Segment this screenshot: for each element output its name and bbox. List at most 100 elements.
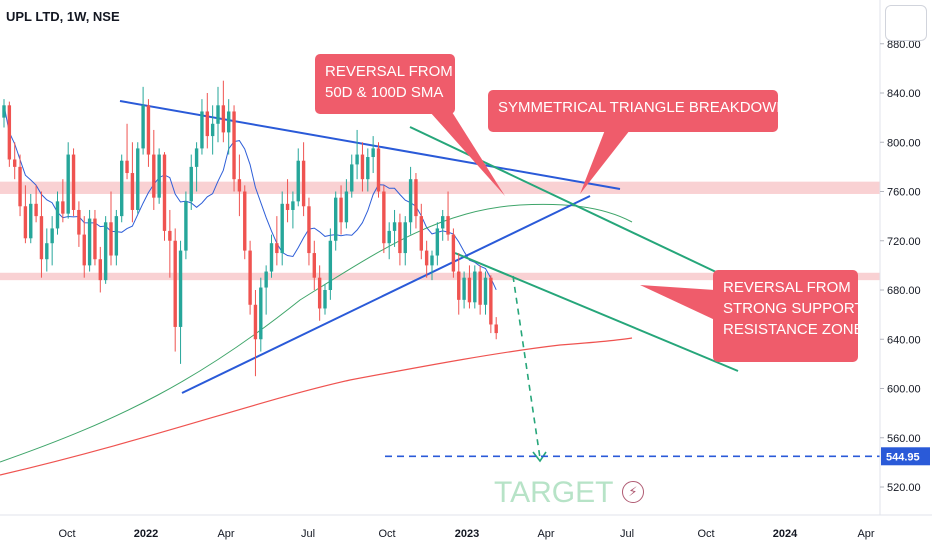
projection-arrowhead	[532, 451, 547, 463]
x-tick-label: Oct	[378, 528, 395, 540]
candle-body	[387, 230, 391, 244]
candle-body	[435, 228, 440, 256]
price-axis: 880.00 840.00 800.00 760.00 720.00 680.00 640.…	[879, 0, 930, 515]
x-tick-label: 2024	[773, 528, 798, 540]
candle-body	[162, 154, 167, 231]
reversal-zone-callout-text: REVERSAL FROM	[723, 279, 851, 296]
candle-body	[93, 218, 97, 260]
candle-body	[178, 250, 183, 327]
x-tick-label: Apr	[537, 528, 554, 540]
reversal-sma-callout-text: REVERSAL FROM	[325, 63, 453, 80]
candle-body	[221, 105, 226, 133]
candle-body	[403, 222, 407, 254]
candle-body	[392, 222, 397, 231]
projection-line	[512, 275, 541, 459]
candle-body	[328, 240, 333, 290]
triangle-callout-text: SYMMETRICAL TRIANGLE BREAKDOWN	[498, 99, 787, 116]
candle-body	[82, 234, 86, 266]
x-tick-label: Apr	[217, 528, 234, 540]
x-tick-label: Jul	[301, 528, 315, 540]
candle-body	[232, 111, 236, 180]
y-tick-label: 600.00	[887, 384, 921, 396]
candle-body	[414, 179, 418, 217]
candle-body	[125, 160, 129, 174]
last-price-tag	[881, 447, 930, 466]
candle-body	[29, 203, 33, 239]
y-tick-label: 840.00	[887, 88, 921, 100]
candle-body	[350, 164, 354, 192]
chart-settings-button[interactable]	[885, 5, 927, 41]
candle-body	[71, 154, 76, 210]
lightning-icon[interactable]: ⚡	[622, 481, 644, 503]
y-tick-label: 800.00	[887, 137, 921, 149]
x-tick-label: Oct	[697, 528, 714, 540]
x-tick-label: Apr	[857, 528, 874, 540]
sma-200-line	[0, 337, 633, 476]
candle-body	[264, 271, 268, 288]
candle-body	[61, 201, 65, 214]
x-tick-label: 2023	[455, 528, 479, 540]
candle-body	[39, 216, 44, 260]
candle-body	[462, 277, 466, 300]
candle-body	[200, 111, 204, 149]
candle-body	[312, 253, 316, 278]
candle-body	[307, 206, 311, 254]
candle-body	[237, 179, 242, 192]
y-tick-label: 680.00	[887, 285, 921, 297]
triangle-callout-pointer	[580, 130, 630, 194]
candle-body	[98, 259, 102, 281]
candle-body	[77, 209, 81, 235]
candle-body	[285, 203, 290, 210]
triangle-lower-line	[181, 195, 591, 394]
candle-body	[55, 201, 60, 229]
candle-series	[2, 80, 498, 377]
candle-body	[66, 154, 70, 214]
x-tick-label: 2022	[134, 528, 158, 540]
candle-body	[371, 148, 375, 158]
candle-body	[157, 154, 161, 198]
candle-body	[114, 216, 119, 256]
candle-body	[248, 250, 252, 305]
candle-body	[152, 154, 156, 198]
sma-50-line	[3, 105, 497, 291]
candle-body	[2, 105, 6, 118]
candle-body	[269, 243, 274, 272]
candle-body	[184, 201, 188, 251]
reversal-zone-callout-box	[713, 270, 858, 362]
candle-body	[317, 277, 322, 309]
candle-body	[189, 166, 193, 202]
candle-body	[360, 154, 365, 180]
annotations: REVERSAL FROM 50D & 100D SMA SYMMETRICAL T…	[315, 54, 868, 509]
candle-body	[109, 222, 113, 256]
candle-body	[334, 197, 338, 241]
candle-body	[430, 255, 434, 266]
candle-body	[194, 148, 199, 167]
candle-body	[253, 304, 258, 340]
support-resistance-zones	[0, 181, 880, 281]
candle-body	[478, 271, 482, 305]
candle-body	[408, 179, 413, 223]
moving-averages	[0, 105, 633, 476]
reversal-sma-callout-pointer	[430, 112, 505, 196]
candle-body	[45, 243, 49, 260]
candle-body	[344, 191, 349, 223]
triangle-callout-box	[488, 90, 778, 132]
reversal-sma-callout-box	[315, 54, 455, 114]
candle-body	[419, 216, 423, 251]
candle-body	[210, 123, 215, 137]
candle-body	[136, 148, 140, 210]
time-axis: Oct 2022 Apr Jul Oct 2023 Apr Jul Oct 2024 Apr	[0, 514, 932, 540]
candle-body	[216, 105, 220, 124]
candle-body	[168, 230, 172, 241]
candle-body	[301, 160, 306, 207]
candle-body	[103, 222, 108, 281]
candle-body	[467, 277, 472, 303]
y-tick-label: 760.00	[887, 187, 921, 199]
candle-body	[473, 271, 477, 303]
candle-body	[441, 216, 445, 229]
candle-body	[424, 250, 429, 266]
candle-body	[130, 173, 135, 210]
candle-body	[13, 159, 17, 167]
y-tick-label: 560.00	[887, 433, 921, 445]
